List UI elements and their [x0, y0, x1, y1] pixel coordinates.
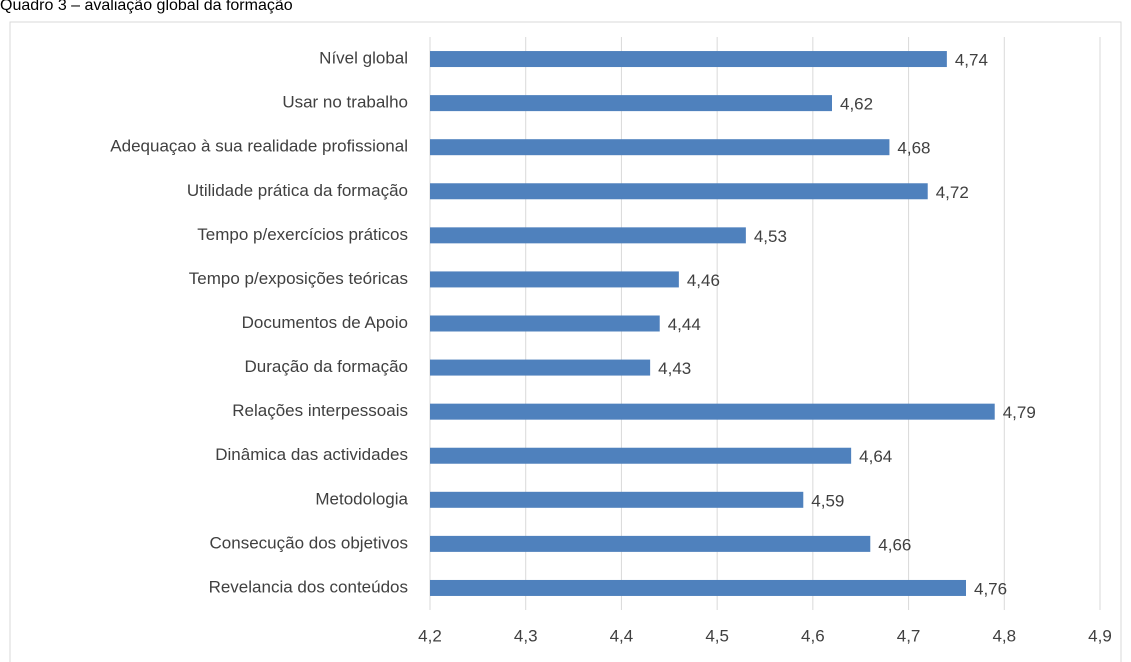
x-tick-label: 4,8	[992, 626, 1016, 645]
x-tick-label: 4,5	[705, 626, 729, 645]
bar	[430, 491, 804, 508]
y-tick-label: Relações interpessoais	[232, 401, 408, 420]
bar	[430, 139, 890, 156]
chart-title: Quadro 3 – avaliação global da formação	[0, 0, 293, 14]
value-label: 4,53	[754, 227, 787, 246]
y-tick-label: Tempo p/exposições teóricas	[189, 269, 408, 288]
x-tick-label: 4,4	[610, 626, 634, 645]
y-tick-label: Documentos de Apoio	[242, 313, 408, 332]
y-tick-label: Duração da formação	[245, 357, 408, 376]
value-label: 4,68	[897, 139, 930, 158]
value-label: 4,64	[859, 447, 892, 466]
y-tick-label: Adequaçao à sua realidade profissional	[110, 137, 408, 156]
y-tick-label: Consecução dos objetivos	[210, 533, 408, 552]
y-tick-label: Dinâmica das actividades	[215, 445, 408, 464]
bar	[430, 271, 679, 288]
value-label: 4,72	[936, 183, 969, 202]
y-tick-label: Metodologia	[315, 489, 408, 508]
x-tick-label: 4,7	[897, 626, 921, 645]
x-tick-label: 4,3	[514, 626, 538, 645]
value-label: 4,43	[658, 359, 691, 378]
bar	[430, 359, 651, 376]
bar	[430, 227, 746, 244]
y-tick-label: Nível global	[319, 49, 408, 68]
y-tick-label: Usar no trabalho	[282, 93, 408, 112]
value-label: 4,62	[840, 95, 873, 114]
value-label: 4,79	[1003, 403, 1036, 422]
bar	[430, 183, 928, 200]
bar	[430, 579, 966, 596]
x-tick-label: 4,9	[1088, 626, 1112, 645]
bar	[430, 447, 852, 464]
x-tick-label: 4,6	[801, 626, 825, 645]
value-label: 4,46	[687, 271, 720, 290]
chart-border	[9, 21, 1122, 662]
value-label: 4,66	[878, 535, 911, 554]
bar	[430, 535, 871, 552]
y-tick-label: Utilidade prática da formação	[187, 181, 408, 200]
y-tick-label: Tempo p/exercícios práticos	[197, 225, 408, 244]
bar	[430, 95, 832, 112]
value-label: 4,44	[668, 315, 701, 334]
y-tick-label: Revelancia dos conteúdos	[209, 577, 408, 596]
bar	[430, 315, 660, 332]
bar	[430, 51, 947, 68]
value-label: 4,74	[955, 51, 988, 70]
bar	[430, 403, 995, 420]
value-label: 4,59	[811, 491, 844, 510]
x-tick-label: 4,2	[418, 626, 442, 645]
value-label: 4,76	[974, 579, 1007, 598]
